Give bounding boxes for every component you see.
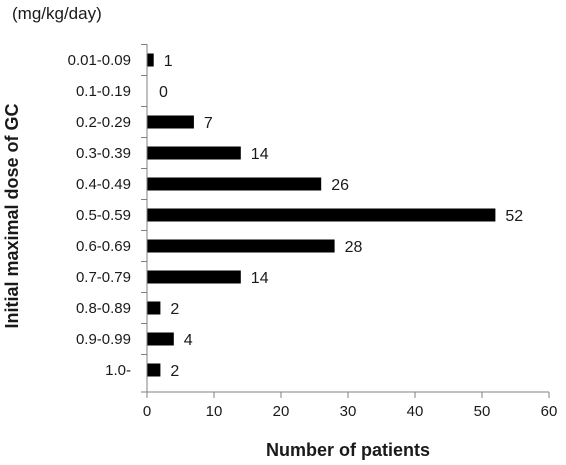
- bars-group: [147, 53, 496, 377]
- data-label: 2: [170, 301, 179, 318]
- category-label: 0.5-0.59: [76, 207, 131, 224]
- category-label: 0.01-0.09: [68, 52, 131, 69]
- x-ticks-group: 0 10 20 30 40 50 60: [143, 392, 558, 420]
- bar: [147, 208, 496, 222]
- category-label: 1.0-: [105, 362, 131, 379]
- category-label: 0.8-0.89: [76, 300, 131, 317]
- bar: [147, 115, 194, 129]
- data-labels-group: 1 0 7 14 26 52 28 14 242: [159, 53, 523, 380]
- category-label: 0.9-0.99: [76, 331, 131, 348]
- data-label: 52: [505, 208, 523, 225]
- x-tick-label: 50: [474, 403, 491, 420]
- data-label: 28: [345, 239, 363, 256]
- bar: [147, 332, 174, 346]
- category-label: 0.4-0.49: [76, 176, 131, 193]
- x-tick-label: 30: [340, 403, 357, 420]
- data-label: 4: [184, 332, 193, 349]
- data-label: 14: [251, 270, 269, 287]
- bar: [147, 53, 154, 67]
- x-tick-label: 60: [541, 403, 558, 420]
- data-label: 14: [251, 146, 269, 163]
- category-labels-group: 0.01-0.09 0.1-0.19 0.2-0.29 0.3-0.39 0.4-0.4…: [68, 52, 131, 379]
- x-tick-label: 10: [206, 403, 223, 420]
- bar: [147, 363, 161, 377]
- bar: [147, 146, 241, 160]
- data-label: 1: [164, 53, 173, 70]
- x-tick-label: 40: [407, 403, 424, 420]
- x-tick-label: 0: [143, 403, 151, 420]
- category-label: 0.2-0.29: [76, 114, 131, 131]
- bar: [147, 177, 322, 191]
- y-axis-title: Initial maximal dose of GC: [2, 103, 22, 328]
- x-axis-title: Number of patients: [266, 440, 430, 460]
- unit-label: (mg/kg/day): [12, 4, 102, 23]
- category-label: 0.1-0.19: [76, 83, 131, 100]
- bar: [147, 239, 335, 253]
- data-label: 7: [204, 115, 213, 132]
- bar: [147, 301, 161, 315]
- x-tick-label: 20: [273, 403, 290, 420]
- data-label: 26: [331, 177, 349, 194]
- category-label: 0.7-0.79: [76, 269, 131, 286]
- category-label: 0.6-0.69: [76, 238, 131, 255]
- data-label: 2: [170, 363, 179, 380]
- data-label: 0: [159, 84, 168, 101]
- bar: [147, 270, 241, 284]
- category-label: 0.3-0.39: [76, 145, 131, 162]
